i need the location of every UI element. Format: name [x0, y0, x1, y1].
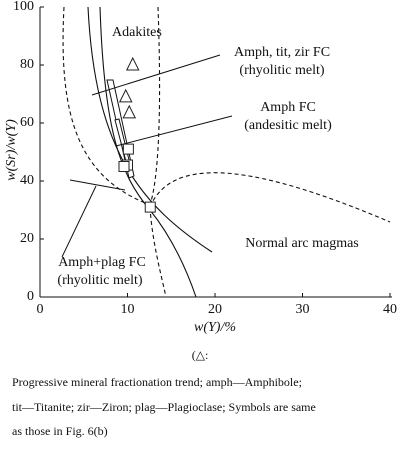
square-point [118, 161, 130, 172]
x-tick-label: 10 [121, 302, 135, 317]
caption: tit—Titanite; zir—Ziron; plag—Plagioclas… [12, 400, 316, 414]
annotation: Normal arc magmas [245, 236, 359, 251]
y-tick-label: 20 [20, 231, 34, 246]
y-tick-label: 100 [13, 0, 34, 14]
annotation: (andesitic melt) [244, 118, 332, 133]
x-tick-label: 0 [37, 302, 44, 317]
y-tick-label: 0 [27, 289, 34, 304]
caption: Progressive mineral fractionation trend;… [12, 375, 302, 389]
y-tick-label: 60 [20, 115, 34, 130]
caption: as those in Fig. 6(b) [12, 424, 108, 438]
x-axis-label: w(Y)/% [194, 320, 236, 335]
square-point [122, 143, 134, 155]
annotation: Amph, tit, zir FC [234, 45, 330, 60]
x-tick-label: 40 [383, 302, 397, 317]
triangle-point [125, 56, 140, 71]
y-axis-label: w(Sr)/w(Y) [4, 119, 19, 181]
annotation: Amph FC [260, 100, 316, 115]
x-tick-label: 30 [296, 302, 310, 317]
annotation: Adakites [112, 25, 162, 40]
annotation: Amph+plag FC [58, 255, 146, 270]
annotation: (rhyolitic melt) [239, 63, 324, 78]
x-tick-label: 20 [208, 302, 222, 317]
field-boundaries [61, 6, 391, 298]
y-tick-label: 40 [20, 173, 34, 188]
y-tick-label: 80 [20, 57, 34, 72]
annotation: (rhyolitic melt) [57, 273, 142, 288]
triangle-point [118, 88, 133, 103]
caption: (△: [192, 348, 209, 362]
square-point [144, 201, 156, 213]
triangle-point [122, 104, 137, 119]
